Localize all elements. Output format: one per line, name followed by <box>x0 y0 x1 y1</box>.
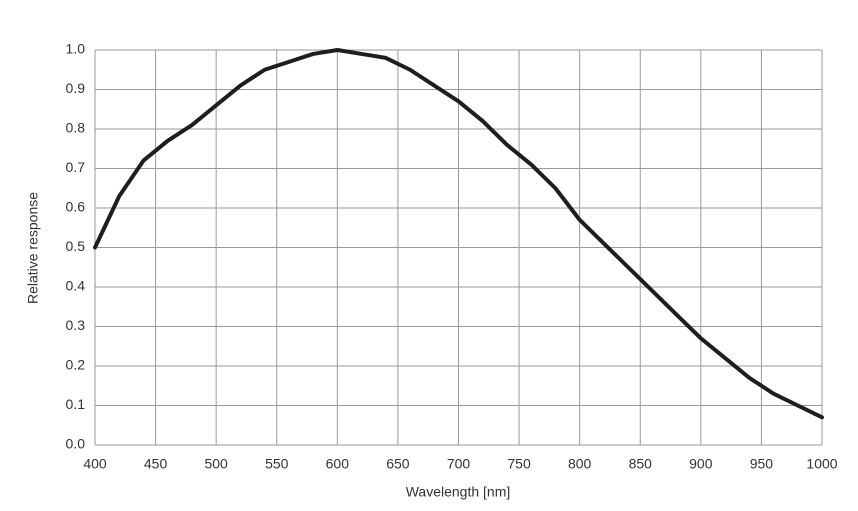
x-axis-label: Wavelength [nm] <box>406 484 511 500</box>
x-tick-label: 950 <box>750 456 774 472</box>
x-tick-label: 1000 <box>806 456 837 472</box>
y-tick-label: 0.7 <box>66 159 86 175</box>
y-tick-label: 0.5 <box>66 238 86 254</box>
x-tick-label: 450 <box>144 456 168 472</box>
y-axis-label: Relative response <box>25 192 41 304</box>
x-tick-label: 550 <box>265 456 289 472</box>
y-tick-label: 0.4 <box>66 278 86 294</box>
x-tick-label: 500 <box>204 456 228 472</box>
y-tick-label: 1.0 <box>66 41 86 57</box>
x-tick-label: 850 <box>629 456 653 472</box>
y-tick-label: 0.2 <box>66 357 86 373</box>
line <box>93 48 824 420</box>
y-tick-label: 0.3 <box>66 317 86 333</box>
y-tick-label: 0.6 <box>66 199 86 215</box>
x-tick-label: 900 <box>689 456 713 472</box>
y-tick-label: 0.1 <box>66 396 86 412</box>
y-tick-label: 0.0 <box>66 436 86 452</box>
y-tick-label: 0.9 <box>66 80 86 96</box>
x-tick-label: 400 <box>83 456 107 472</box>
x-tick-label: 700 <box>447 456 471 472</box>
x-tick-label: 750 <box>507 456 531 472</box>
y-tick-label: 0.8 <box>66 120 86 136</box>
x-tick-label: 800 <box>568 456 592 472</box>
x-tick-label: 600 <box>326 456 350 472</box>
x-tick-label: 650 <box>386 456 410 472</box>
